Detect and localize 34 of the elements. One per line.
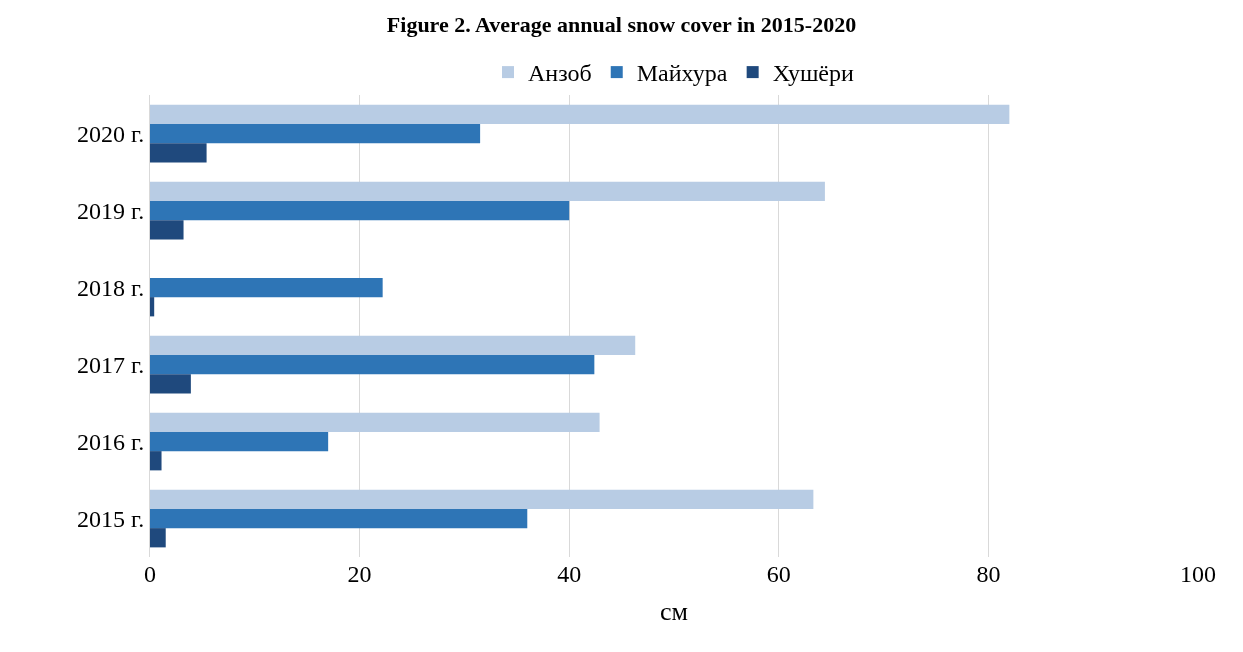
bar: [150, 200, 570, 221]
y-tick-label: 2019 г.: [77, 197, 145, 224]
bar: [150, 489, 814, 509]
bar: [150, 451, 162, 471]
bar: [150, 431, 329, 452]
legend-label: Хушёри: [772, 60, 855, 87]
legend-label: Анзоб: [528, 60, 592, 87]
bar: [150, 354, 595, 375]
y-tick-label: 2020 г.: [77, 120, 145, 147]
y-tick-label: 2015 г.: [77, 505, 145, 532]
x-tick-label: 100: [1180, 561, 1216, 587]
x-tick-label: 40: [557, 561, 582, 587]
x-tick-label: 20: [347, 561, 372, 587]
bar: [150, 277, 383, 298]
y-tick-label: 2016 г.: [77, 428, 145, 455]
bar: [150, 508, 528, 529]
legend-label: Майхура: [636, 60, 728, 87]
bar: [150, 123, 481, 144]
chart-title: Figure 2. Average annual snow cover in 2015-2020: [386, 11, 857, 37]
bar: [150, 181, 825, 201]
bar: [150, 297, 155, 317]
y-tick-label: 2017 г.: [77, 351, 145, 378]
bar: [150, 528, 166, 548]
x-tick-label: 0: [144, 561, 156, 587]
x-axis-title: см: [660, 596, 688, 626]
y-tick-label: 2018 г.: [77, 274, 145, 301]
bar: [150, 220, 184, 240]
bar: [150, 374, 191, 394]
bar: [150, 412, 600, 432]
bar: [150, 335, 636, 355]
x-tick-label: 60: [766, 561, 791, 587]
bar: [150, 104, 1010, 124]
bar: [150, 143, 207, 163]
x-tick-label: 80: [976, 561, 1001, 587]
